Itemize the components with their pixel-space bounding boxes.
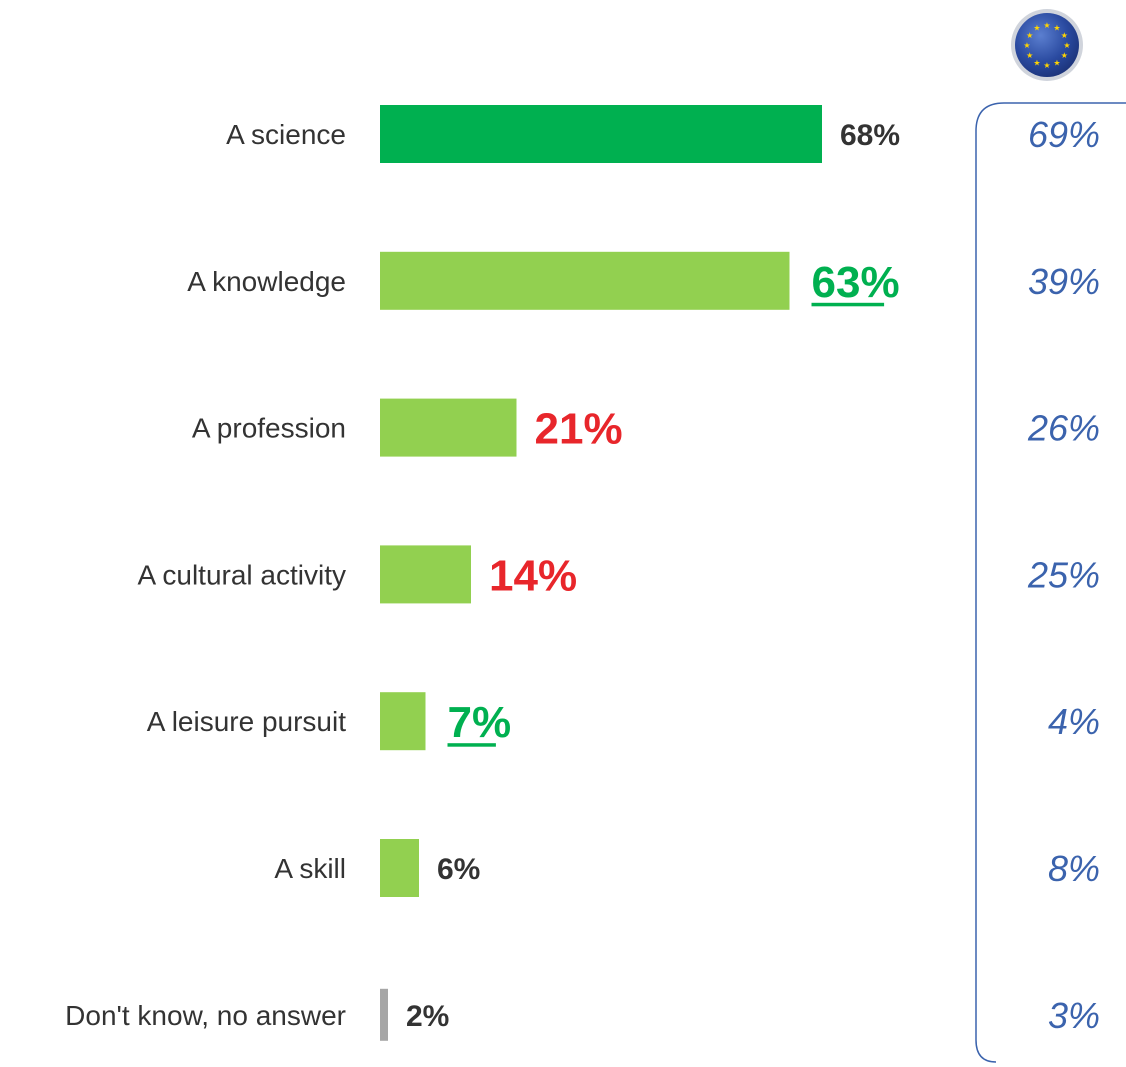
value-label: 63%	[812, 258, 900, 307]
flag-star: ★	[1043, 21, 1050, 30]
flag-star: ★	[1043, 61, 1050, 70]
flag-star: ★	[1061, 31, 1068, 40]
flag-star: ★	[1053, 24, 1060, 33]
category-label: A leisure pursuit	[147, 706, 346, 737]
bar	[380, 398, 517, 457]
flag-star: ★	[1053, 58, 1060, 67]
value-label: 14%	[489, 551, 577, 600]
value-label: 68%	[840, 119, 900, 152]
bar	[380, 692, 426, 751]
value-label: 7%	[448, 698, 512, 747]
flag-star: ★	[1063, 41, 1070, 50]
flag-star: ★	[1033, 58, 1040, 67]
eu-value-label: 69%	[1028, 114, 1100, 155]
category-label: A profession	[192, 413, 346, 444]
bar	[380, 988, 388, 1041]
value-underline	[447, 743, 496, 747]
category-label: Don't know, no answer	[65, 1000, 346, 1031]
eu-flag-icon: ★★★★★★★★★ ★ ★★	[1011, 9, 1083, 81]
category-label: A cultural activity	[137, 559, 346, 590]
flag-star: ★	[1026, 31, 1033, 40]
eu-value-label: 39%	[1028, 261, 1100, 302]
eu-value-label: 25%	[1027, 554, 1100, 595]
flag-star: ★	[1033, 24, 1040, 33]
eu-comparison-bracket	[975, 102, 1126, 1063]
category-label: A science	[226, 119, 346, 150]
eu-value-label: 3%	[1048, 995, 1100, 1036]
value-label: 2%	[406, 1000, 449, 1033]
eu-value-label: 26%	[1027, 408, 1100, 449]
category-label: A knowledge	[187, 266, 346, 297]
flag-star: ★	[1023, 41, 1030, 50]
value-label: 6%	[437, 853, 480, 886]
bar	[380, 839, 419, 897]
value-label: 21%	[535, 405, 623, 454]
eu-value-label: 8%	[1048, 848, 1100, 889]
category-label: A skill	[274, 853, 346, 884]
eu-value-label: 4%	[1048, 701, 1100, 742]
bar	[380, 251, 790, 310]
flag-star: ★	[1026, 51, 1033, 60]
bar	[380, 545, 471, 604]
bar	[380, 105, 822, 163]
value-underline	[811, 302, 885, 307]
flag-star: ★	[1061, 51, 1068, 60]
